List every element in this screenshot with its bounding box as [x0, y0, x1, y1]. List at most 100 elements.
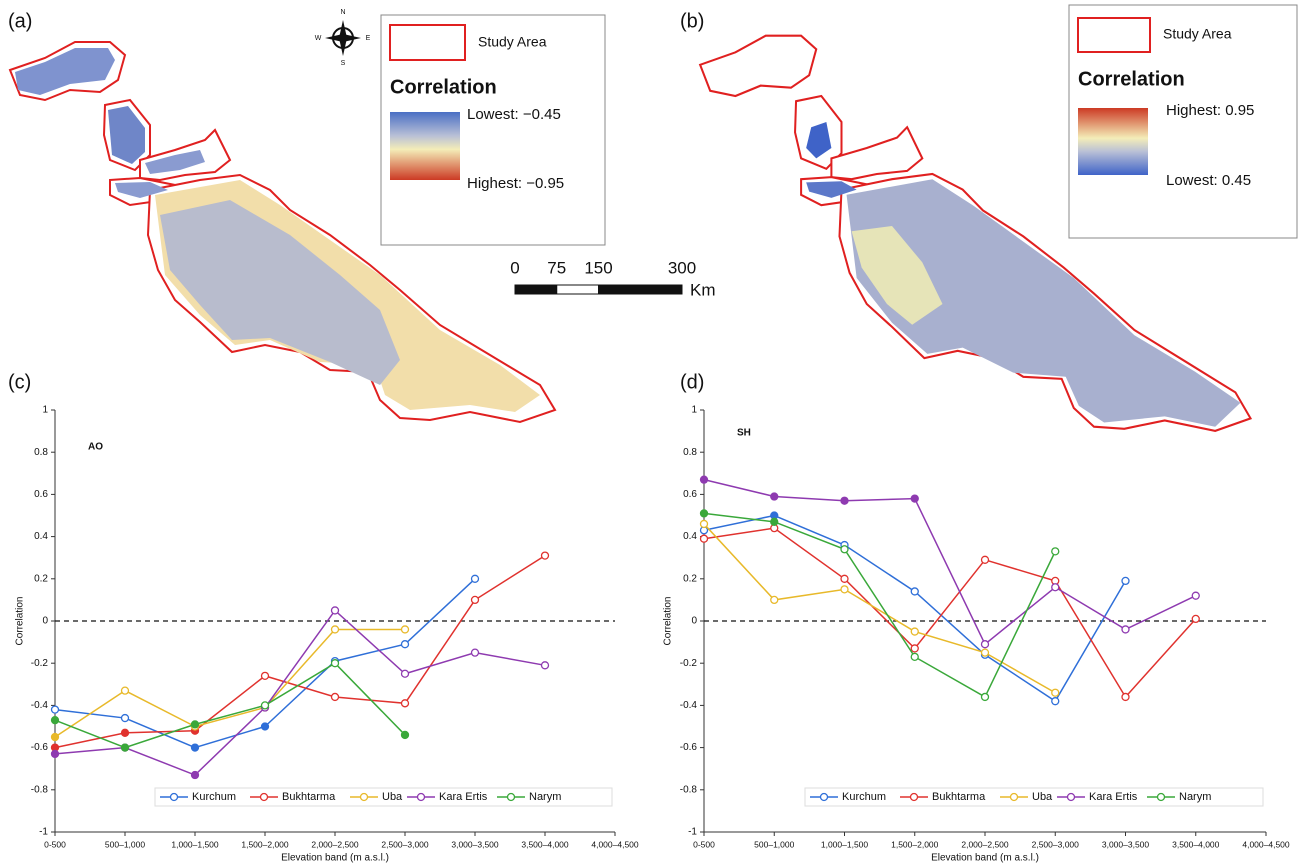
y-axis-label: Correlation — [663, 597, 674, 646]
legend-label: Highest: 0.95 — [1166, 102, 1254, 119]
legend-marker — [1009, 792, 1019, 802]
series-line — [703, 478, 1197, 646]
series-line — [703, 514, 1127, 703]
data-point — [50, 705, 60, 714]
series-line — [54, 554, 546, 749]
legend-label: Narym — [529, 791, 561, 803]
y-tick-label: -0.2 — [680, 658, 698, 669]
data-point — [330, 692, 340, 702]
data-point — [1121, 692, 1130, 702]
y-tick-label: -0.8 — [680, 784, 698, 795]
data-point — [330, 625, 340, 634]
panel-label: (a) — [8, 10, 32, 32]
x-tick-label: 4,000–4,500 — [1242, 839, 1290, 849]
data-point — [1051, 583, 1060, 592]
legend-label: Lowest: 0.45 — [1166, 172, 1251, 189]
x-tick-label: 1,000–1,500 — [821, 839, 869, 849]
data-point — [699, 534, 709, 543]
data-point — [260, 701, 270, 710]
legend-marker — [506, 792, 516, 802]
x-tick-label: 2,500–3,000 — [1032, 839, 1080, 849]
legend-marker — [259, 792, 269, 802]
y-tick-label: -0.2 — [31, 658, 49, 669]
scale-segment — [514, 284, 558, 295]
data-point — [980, 640, 990, 649]
y-tick-label: 0.2 — [683, 573, 697, 584]
series-line — [54, 628, 405, 738]
data-point — [260, 722, 270, 731]
legend-title: Correlation — [1078, 68, 1185, 90]
data-point — [770, 517, 779, 526]
data-point — [50, 749, 60, 759]
x-axis-label: Elevation band (m a.s.l.) — [281, 853, 389, 864]
y-tick-label: -0.8 — [31, 784, 49, 795]
data-point — [910, 627, 919, 636]
data-point — [470, 574, 480, 583]
y-tick-label: 0.4 — [683, 531, 697, 542]
y-tick-label: -0.4 — [31, 700, 49, 711]
map-a — [9, 41, 556, 423]
legend-marker — [169, 792, 179, 802]
legend-label: Study Area — [1163, 26, 1232, 42]
x-tick-label: 2,000–2,500 — [961, 839, 1009, 849]
legend-label: Kurchum — [192, 791, 236, 803]
data-point — [1051, 547, 1060, 556]
x-axis-label: Elevation band (m a.s.l.) — [931, 853, 1039, 864]
data-point — [1051, 697, 1060, 706]
data-point — [980, 555, 990, 564]
legend-label: Uba — [382, 791, 403, 803]
legend-marker — [909, 792, 919, 802]
data-point — [120, 743, 130, 752]
data-point — [770, 492, 779, 501]
y-tick-label: 0.8 — [683, 447, 697, 458]
series-line — [54, 662, 406, 749]
data-point — [699, 475, 709, 484]
data-point — [1191, 614, 1200, 624]
y-tick-label: 1 — [691, 405, 697, 416]
data-point — [330, 606, 340, 615]
y-tick-label: 0.6 — [34, 489, 48, 500]
legend-label: Lowest: −0.45 — [467, 106, 561, 123]
y-tick-label: 0.6 — [683, 489, 697, 500]
data-point — [910, 494, 919, 503]
data-point — [120, 728, 130, 737]
x-tick-label: 500–1,000 — [754, 839, 794, 849]
data-point — [50, 716, 60, 725]
scale-label: 75 — [547, 258, 566, 277]
x-tick-label: 3,000–3,500 — [451, 839, 499, 849]
data-point — [330, 659, 340, 668]
y-tick-label: -1 — [688, 827, 697, 838]
data-point — [840, 574, 849, 583]
x-tick-label: 4,000–4,500 — [591, 839, 639, 849]
data-point — [190, 770, 200, 780]
panel-label: (b) — [680, 10, 704, 32]
y-tick-label: -0.4 — [680, 700, 698, 711]
data-point — [540, 551, 550, 560]
map-legend: Study Area Correlation Lowest: −0.45 Hig… — [380, 14, 606, 246]
x-tick-label: 3,500–4,000 — [1172, 839, 1220, 849]
data-point — [120, 686, 130, 695]
data-point — [540, 661, 550, 670]
scale-label: 150 — [584, 258, 612, 277]
panel-label: (c) — [8, 371, 31, 393]
map-b — [699, 34, 1252, 432]
data-point — [910, 652, 919, 662]
data-point — [840, 545, 849, 554]
data-point — [1121, 576, 1130, 586]
data-point — [470, 648, 480, 657]
x-tick-label: 500–1,000 — [105, 839, 145, 849]
series-line — [703, 512, 1056, 699]
y-tick-label: 0.4 — [34, 531, 48, 542]
y-axis-label: Correlation — [15, 597, 26, 646]
y-tick-label: 1 — [42, 405, 48, 416]
compass-label: S — [341, 60, 346, 67]
legend-box — [804, 787, 1264, 807]
data-point — [400, 730, 410, 740]
y-tick-label: -1 — [39, 827, 48, 838]
data-point — [840, 585, 849, 594]
legend-label: Kara Ertis — [439, 791, 488, 803]
scale-segment — [556, 284, 599, 295]
panel-label: (d) — [680, 371, 704, 393]
data-point — [1051, 688, 1060, 697]
legend-label: Bukhtarma — [282, 791, 336, 803]
